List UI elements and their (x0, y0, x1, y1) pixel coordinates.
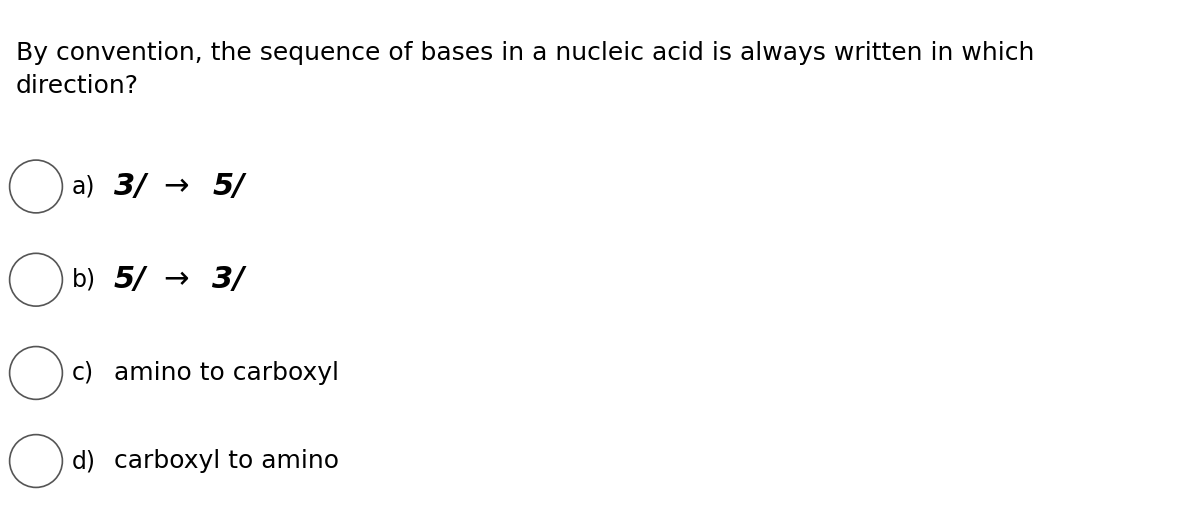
Text: 3/: 3/ (212, 265, 245, 294)
Text: a): a) (72, 175, 96, 198)
Text: 5/: 5/ (212, 172, 245, 201)
Text: 3/: 3/ (114, 172, 146, 201)
Text: →: → (164, 172, 199, 201)
Text: By convention, the sequence of bases in a nucleic acid is always written in whic: By convention, the sequence of bases in … (16, 41, 1034, 98)
Text: d): d) (72, 449, 96, 473)
Text: carboxyl to amino: carboxyl to amino (114, 449, 340, 473)
Text: c): c) (72, 361, 94, 385)
Text: amino to carboxyl: amino to carboxyl (114, 361, 340, 385)
Text: b): b) (72, 268, 96, 292)
Text: →: → (164, 265, 199, 294)
Text: 5/: 5/ (114, 265, 146, 294)
